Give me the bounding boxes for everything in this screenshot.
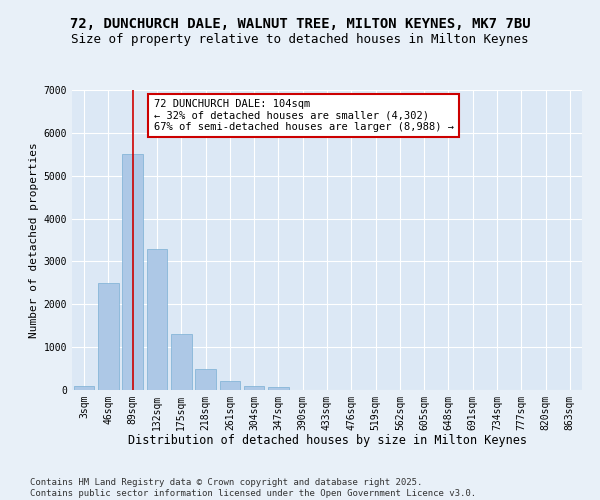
Text: Size of property relative to detached houses in Milton Keynes: Size of property relative to detached ho… [71, 32, 529, 46]
Bar [146, 248, 167, 390]
Y-axis label: Number of detached properties: Number of detached properties [29, 142, 40, 338]
Bar [74, 386, 94, 390]
Bar [268, 388, 289, 390]
Bar [244, 386, 265, 390]
Bar [122, 154, 143, 390]
Bar [195, 368, 216, 390]
Text: Contains HM Land Registry data © Crown copyright and database right 2025.
Contai: Contains HM Land Registry data © Crown c… [30, 478, 476, 498]
Text: 72 DUNCHURCH DALE: 104sqm
← 32% of detached houses are smaller (4,302)
67% of se: 72 DUNCHURCH DALE: 104sqm ← 32% of detac… [154, 99, 454, 132]
X-axis label: Distribution of detached houses by size in Milton Keynes: Distribution of detached houses by size … [128, 434, 527, 448]
Text: 72, DUNCHURCH DALE, WALNUT TREE, MILTON KEYNES, MK7 7BU: 72, DUNCHURCH DALE, WALNUT TREE, MILTON … [70, 18, 530, 32]
Bar [220, 380, 240, 390]
Bar [171, 334, 191, 390]
Bar [98, 283, 119, 390]
